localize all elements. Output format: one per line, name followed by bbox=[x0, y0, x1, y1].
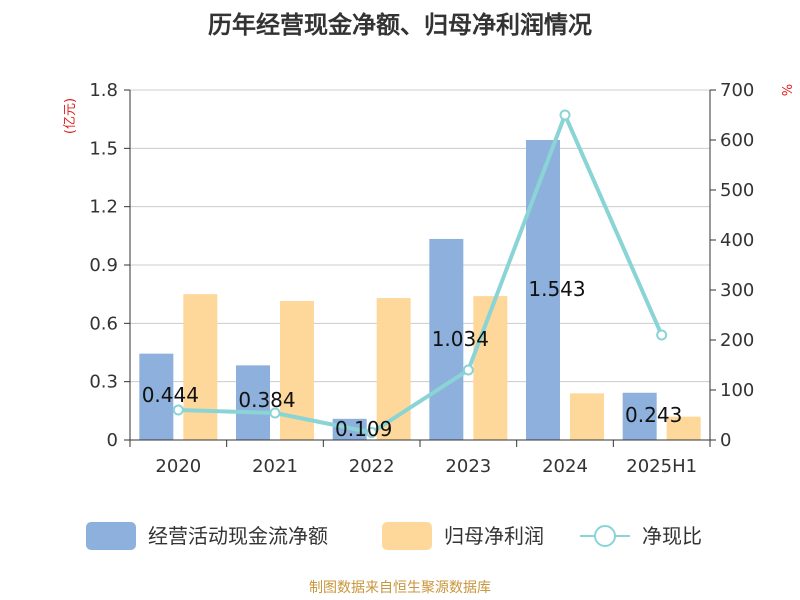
left-axis-tick-label: 0.9 bbox=[89, 255, 118, 276]
line-point bbox=[462, 364, 474, 376]
legend-item: 经营活动现金流净额 bbox=[86, 522, 328, 550]
data-label: 0.444 bbox=[142, 383, 199, 407]
bar bbox=[429, 238, 464, 440]
chart-title: 历年经营现金净额、归母净利润情况 bbox=[208, 11, 592, 39]
bar bbox=[622, 392, 657, 440]
data-label: 0.109 bbox=[335, 417, 392, 441]
right-axis-tick-label: 0 bbox=[720, 430, 731, 451]
axes: 0 0.3 0.6 0.9 1.2 1.5 1.8 0 100 200 300 400 500 600 70… bbox=[89, 80, 754, 477]
right-axis-tick-label: 700 bbox=[720, 80, 754, 101]
left-axis-tick-label: 0.3 bbox=[89, 372, 118, 393]
legend-label: 归母净利润 bbox=[444, 524, 544, 548]
line-point bbox=[366, 427, 378, 438]
left-axis-tick-label: 0 bbox=[107, 430, 118, 451]
bars bbox=[139, 139, 701, 440]
line-point bbox=[559, 109, 571, 121]
legend-swatch bbox=[382, 522, 432, 550]
line-point bbox=[269, 407, 281, 419]
left-axis-unit: (亿元) bbox=[63, 98, 78, 134]
legend: 经营活动现金流净额 归母净利润 净现比 bbox=[86, 522, 702, 550]
right-axis-unit: % bbox=[778, 84, 793, 96]
ratio-line bbox=[172, 109, 668, 438]
data-label: 1.543 bbox=[528, 277, 585, 301]
bar bbox=[139, 353, 174, 440]
bar bbox=[183, 294, 218, 440]
data-label: 0.384 bbox=[238, 388, 295, 412]
left-axis-tick-label: 0.6 bbox=[89, 313, 118, 334]
right-axis-tick-label: 600 bbox=[720, 130, 754, 151]
source-note: 制图数据来自恒生聚源数据库 bbox=[309, 580, 491, 596]
x-axis-tick-label: 2022 bbox=[349, 456, 395, 477]
legend-item: 净现比 bbox=[580, 524, 702, 548]
legend-label: 经营活动现金流净额 bbox=[148, 524, 328, 548]
bar bbox=[526, 139, 560, 440]
data-label: 0.243 bbox=[625, 403, 682, 427]
x-axis-tick-label: 2021 bbox=[252, 456, 298, 477]
ratio-line-path bbox=[178, 113, 664, 435]
left-axis-tick-label: 1.5 bbox=[89, 138, 118, 159]
left-axis-tick-label: 1.8 bbox=[89, 80, 118, 101]
bar bbox=[473, 296, 508, 440]
legend-swatch bbox=[86, 522, 136, 550]
right-axis-tick-label: 300 bbox=[720, 280, 754, 301]
x-axis-tick-label: 2020 bbox=[155, 456, 201, 477]
legend-label: 净现比 bbox=[642, 524, 702, 548]
right-axis-tick-label: 500 bbox=[720, 180, 754, 201]
data-labels: 0.444 0.384 0.109 1.034 1.543 0.243 bbox=[142, 277, 683, 441]
left-axis-tick-label: 1.2 bbox=[89, 197, 118, 218]
legend-item: 归母净利润 bbox=[382, 522, 544, 550]
data-label: 1.034 bbox=[432, 327, 489, 351]
line-point bbox=[656, 329, 668, 341]
x-axis-tick-label: 2024 bbox=[542, 456, 588, 477]
right-axis-tick-label: 200 bbox=[720, 330, 754, 351]
bar bbox=[570, 393, 604, 440]
line-point bbox=[172, 404, 184, 416]
bar bbox=[666, 416, 701, 440]
grid-lines bbox=[130, 89, 710, 383]
x-axis-tick-label: 2025H1 bbox=[626, 456, 697, 477]
bar bbox=[236, 365, 270, 440]
x-axis-tick-label: 2023 bbox=[445, 456, 491, 477]
right-axis-tick-label: 400 bbox=[720, 230, 754, 251]
right-axis-tick-label: 100 bbox=[720, 380, 754, 401]
legend-marker bbox=[594, 525, 616, 547]
